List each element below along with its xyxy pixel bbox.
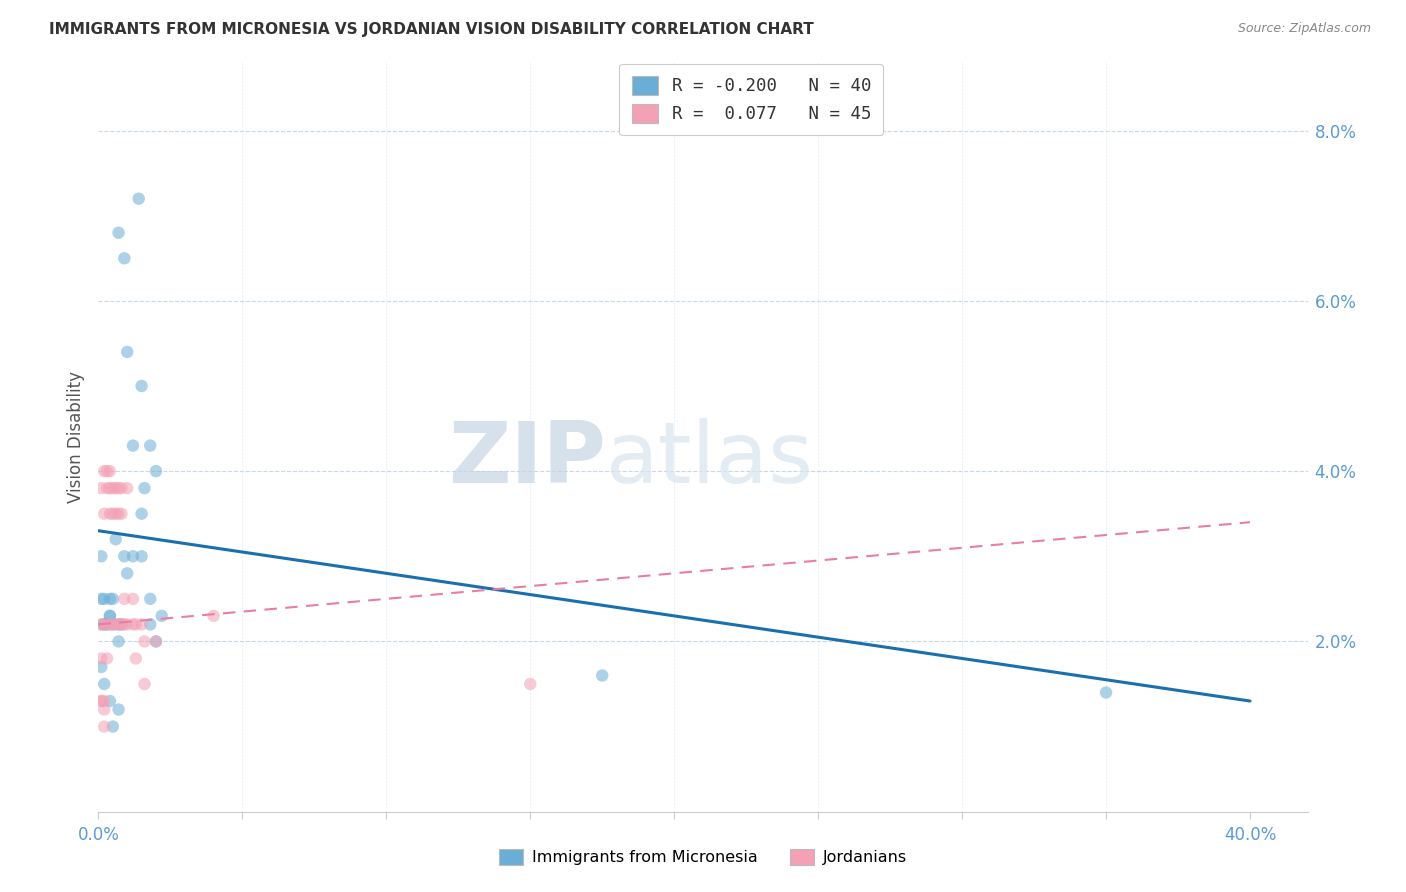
- Point: [139, 617, 162, 632]
- Point: [110, 481, 132, 495]
- Point: [122, 549, 145, 564]
- Point: [93, 702, 115, 716]
- Point: [96, 617, 118, 632]
- Point: [110, 617, 132, 632]
- Point: [110, 617, 132, 632]
- Point: [131, 379, 153, 393]
- Point: [128, 192, 150, 206]
- Point: [93, 507, 115, 521]
- Point: [115, 566, 138, 581]
- Point: [90, 617, 112, 632]
- Point: [93, 677, 115, 691]
- Point: [134, 481, 156, 495]
- Point: [134, 677, 156, 691]
- Point: [90, 591, 112, 606]
- Text: Source: ZipAtlas.com: Source: ZipAtlas.com: [1237, 22, 1371, 36]
- Point: [107, 226, 129, 240]
- Point: [112, 591, 135, 606]
- Point: [98, 591, 121, 606]
- Point: [104, 533, 127, 547]
- Text: IMMIGRANTS FROM MICRONESIA VS JORDANIAN VISION DISABILITY CORRELATION CHART: IMMIGRANTS FROM MICRONESIA VS JORDANIAN …: [49, 22, 814, 37]
- Point: [96, 464, 118, 478]
- Point: [98, 617, 121, 632]
- Point: [519, 677, 541, 691]
- Point: [145, 634, 167, 648]
- Point: [134, 634, 156, 648]
- Point: [90, 694, 112, 708]
- Point: [107, 617, 129, 632]
- Text: ZIP: ZIP: [449, 418, 606, 501]
- Point: [101, 617, 124, 632]
- Point: [139, 439, 162, 453]
- Point: [90, 549, 112, 564]
- Point: [90, 481, 112, 495]
- Point: [93, 464, 115, 478]
- Point: [104, 617, 127, 632]
- Point: [131, 507, 153, 521]
- Point: [96, 481, 118, 495]
- Point: [112, 549, 135, 564]
- Point: [107, 507, 129, 521]
- Point: [145, 464, 167, 478]
- Point: [96, 651, 118, 665]
- Point: [107, 617, 129, 632]
- Point: [93, 694, 115, 708]
- Point: [122, 617, 145, 632]
- Point: [98, 694, 121, 708]
- Point: [115, 617, 138, 632]
- Point: [122, 591, 145, 606]
- Point: [98, 608, 121, 623]
- Point: [101, 617, 124, 632]
- Point: [1095, 685, 1118, 699]
- Point: [115, 481, 138, 495]
- Point: [90, 617, 112, 632]
- Point: [104, 507, 127, 521]
- Point: [122, 439, 145, 453]
- Point: [98, 608, 121, 623]
- Point: [90, 651, 112, 665]
- Text: atlas: atlas: [606, 418, 814, 501]
- Y-axis label: Vision Disability: Vision Disability: [66, 371, 84, 503]
- Point: [93, 617, 115, 632]
- Point: [145, 634, 167, 648]
- Point: [107, 702, 129, 716]
- Point: [107, 634, 129, 648]
- Point: [107, 481, 129, 495]
- Point: [93, 720, 115, 734]
- Point: [90, 660, 112, 674]
- Point: [101, 507, 124, 521]
- Point: [125, 651, 148, 665]
- Point: [139, 591, 162, 606]
- Point: [101, 591, 124, 606]
- Point: [202, 608, 225, 623]
- Point: [131, 549, 153, 564]
- Point: [104, 481, 127, 495]
- Point: [98, 464, 121, 478]
- Point: [112, 252, 135, 266]
- Point: [98, 481, 121, 495]
- Point: [131, 617, 153, 632]
- Point: [110, 507, 132, 521]
- Point: [101, 481, 124, 495]
- Point: [93, 591, 115, 606]
- Point: [150, 608, 173, 623]
- Point: [98, 507, 121, 521]
- Point: [90, 694, 112, 708]
- Point: [96, 617, 118, 632]
- Point: [591, 668, 613, 682]
- Point: [93, 617, 115, 632]
- Legend: R = -0.200   N = 40, R =  0.077   N = 45: R = -0.200 N = 40, R = 0.077 N = 45: [620, 63, 883, 136]
- Point: [125, 617, 148, 632]
- Legend: Immigrants from Micronesia, Jordanians: Immigrants from Micronesia, Jordanians: [491, 841, 915, 873]
- Point: [115, 345, 138, 359]
- Point: [112, 617, 135, 632]
- Point: [101, 720, 124, 734]
